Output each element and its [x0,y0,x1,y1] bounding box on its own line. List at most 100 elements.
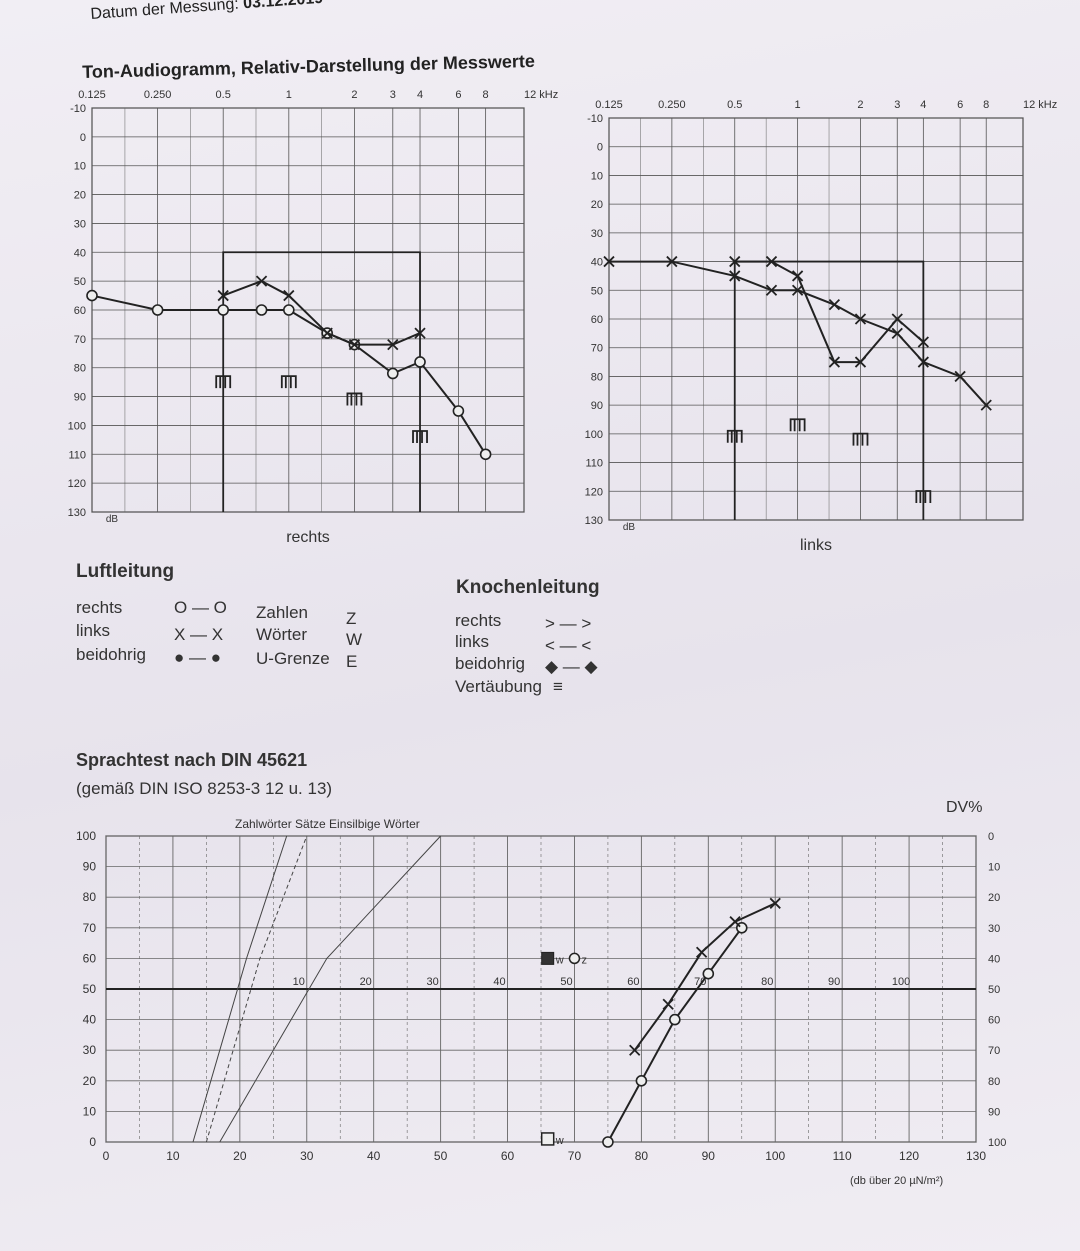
rechts-freq-label: 3 [390,89,396,101]
rechts-point-o [86,289,98,302]
links-db-label: 40 [591,257,603,269]
speech-unit: (db über 20 µN/m²) [850,1175,943,1187]
rechts-freq-label: 2 [351,89,357,101]
rechts-point-x [387,338,399,351]
rechts-freq-label: 0.250 [144,89,172,101]
rechts-point-o [452,405,465,417]
links-point-x [765,284,778,296]
speech-y-left-label: 70 [83,921,97,935]
links-db-unit: dB [623,522,636,533]
speech-x-label: 30 [300,1149,314,1163]
speech-y-left-label: 50 [83,982,97,996]
air-row-1-meaning: Zahlen [256,603,308,622]
links-point-x [791,284,804,296]
speech-mark-w-bottom: w [555,1135,564,1147]
speech-inner-label: 30 [426,976,438,988]
rechts-uncomfortable-box [222,251,421,512]
speech-x-label: 90 [702,1149,716,1163]
links-masking-mark [789,418,806,432]
links-point-x [917,336,929,348]
speech-point-o [635,1075,648,1087]
bone-title: Knochenleitung [456,577,600,598]
speech-point-x [662,998,674,1010]
links-freq-label: 3 [894,99,900,111]
rechts-point-o [479,448,492,461]
rechts-point-x [255,275,268,287]
links-point-x [729,255,741,268]
speech-y-left-label: 40 [83,1013,97,1027]
bone-row-4-symbol: ≡ [553,677,563,696]
links-point-x [891,313,903,325]
rechts-db-unit: dB [106,514,119,525]
links-freq-label: 12 kHz [1023,99,1057,111]
speech-y-left-label: 60 [83,951,97,965]
rechts-db-label: 40 [74,247,86,259]
speech-inner-label: 90 [828,976,840,988]
links-point-x [828,356,841,368]
links-db-label: 70 [591,343,603,355]
speech-y-right-label: 0 [988,831,994,843]
rechts-point-o [283,304,295,316]
rechts-db-label: 80 [74,363,86,375]
links-point-x [891,327,903,339]
rechts-point-x [348,338,361,351]
links-point-x [729,270,741,282]
rechts-point-x [414,327,426,339]
rechts-db-label: 100 [68,420,86,432]
speech-x-label: 60 [501,1149,515,1163]
speech-inner-label: 40 [493,976,505,988]
speech-title: Sprachtest nach DIN 45621 [76,750,307,770]
rechts-db-label: 90 [74,392,86,404]
speech-reference-curve [205,835,308,1143]
links-freq-label: 1 [795,99,801,111]
links-freq-label: 0.125 [595,99,623,111]
speech-point-x [729,916,741,928]
speech-x-label: 20 [233,1149,247,1163]
speech-y-right-label: 60 [988,1015,1000,1027]
speech-x-label: 50 [434,1149,448,1163]
links-db-label: 130 [585,515,603,527]
speech-x-label: 130 [966,1149,986,1163]
links-db-label: 120 [585,486,603,498]
rechts-point-x [217,289,229,302]
speech-point-x [695,946,708,958]
right-ear-audiogram: 0.125 0.250 0.5 1 2 3 4 6 8 12 kHz -10 0 10 20 30 40 50 6… [68,89,559,546]
speech-inner-label: 80 [761,976,773,988]
air-row-3-symbol: ● — ● [174,648,221,667]
speech-y-left-label: 20 [83,1074,97,1088]
links-db-label: 0 [597,142,603,154]
links-freq-label: 8 [983,99,989,111]
links-ear-label: links [800,537,832,554]
rechts-db-label: 50 [74,276,86,288]
links-freq-label: 0.5 [727,99,742,111]
links-point-x [854,313,867,325]
rechts-db-label: 10 [74,161,86,173]
speech-inner-label: 50 [560,976,572,988]
rechts-masking-mark [346,392,363,406]
links-masking-mark [852,432,869,446]
speech-y-left-label: 80 [83,890,97,904]
speech-subtitle: (gemäß DIN ISO 8253-3 12 u. 13) [76,779,332,798]
rechts-point-o [255,304,268,316]
links-db-label: 30 [591,228,603,240]
links-point-x [603,255,615,268]
air-row-3-meaning: U-Grenze [256,649,330,668]
speech-x-label: 110 [833,1149,852,1163]
speech-x-label: 120 [899,1149,919,1163]
rechts-db-label: -10 [70,103,86,115]
rechts-masking-mark [412,430,428,443]
speech-x-label: 80 [635,1149,649,1163]
speech-circle-marker [568,952,581,965]
left-ear-audiogram: 0.125 0.250 0.5 1 2 3 4 6 8 12 kHz -10 0 10 20 30 40 50 6… [585,99,1058,554]
links-point-x [954,370,966,383]
rechts-point-o [151,304,164,316]
air-row-2-symbol: X — X [174,625,223,644]
air-row-2-code: W [346,630,362,649]
links-point-x [791,270,804,282]
rechts-freq-label: 12 kHz [524,89,558,101]
air-row-3-side: beidohrig [76,645,146,664]
links-db-label: 100 [585,429,603,441]
rechts-point-o [414,356,426,368]
